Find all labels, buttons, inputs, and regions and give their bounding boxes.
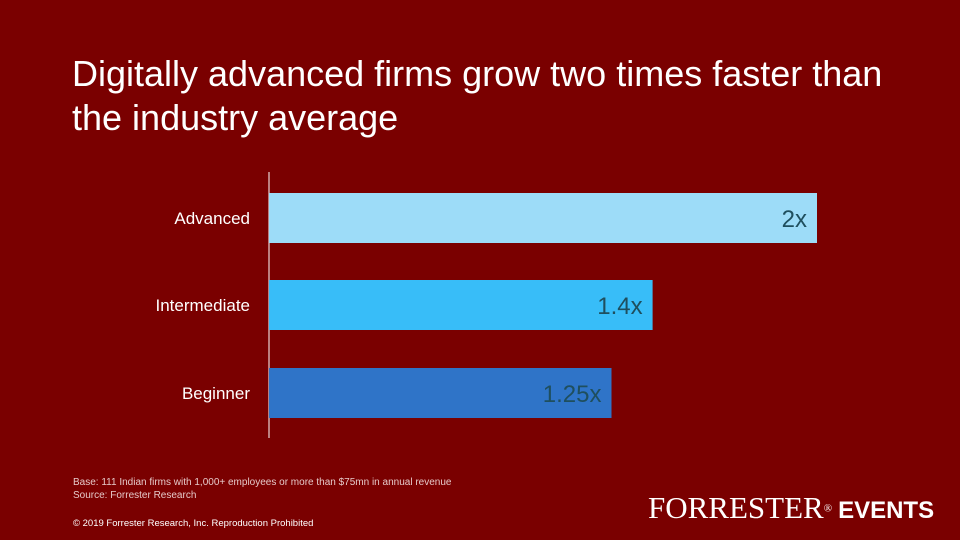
brand-name: FORRESTER — [648, 490, 824, 525]
brand-events: EVENTS — [838, 497, 935, 524]
copyright-text: © 2019 Forrester Research, Inc. Reproduc… — [73, 518, 314, 529]
category-label-intermediate: Intermediate — [156, 296, 251, 315]
category-label-advanced: Advanced — [174, 209, 250, 228]
bar-advanced — [269, 193, 817, 243]
brand-registered-mark: ® — [823, 502, 833, 515]
bar-intermediate — [269, 280, 653, 330]
bar-beginner — [269, 368, 612, 418]
source-footnote: Source: Forrester Research — [73, 490, 197, 501]
data-label-advanced: 2x — [782, 206, 807, 233]
data-label-intermediate: 1.4x — [597, 293, 642, 320]
category-label-beginner: Beginner — [182, 384, 250, 403]
data-label-beginner: 1.25x — [543, 381, 602, 408]
base-footnote: Base: 111 Indian firms with 1,000+ emplo… — [73, 477, 452, 488]
forrester-events-logo: FORRESTER® EVENTS — [648, 490, 934, 526]
slide-title: Digitally advanced firms grow two times … — [72, 53, 883, 138]
